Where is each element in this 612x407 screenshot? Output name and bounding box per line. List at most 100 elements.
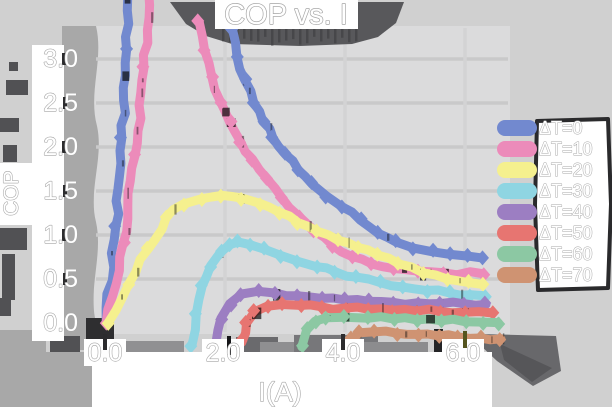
series-marker-diamond [410,313,424,329]
series-marker-diamond [215,311,229,327]
series-marker-diamond [338,291,352,307]
series-ΔT=10 [99,0,491,331]
series-marker-diamond [443,246,457,262]
legend-swatch-ΔT=60 [497,246,537,262]
title-box [215,0,358,29]
series-marker-diamond [411,327,425,343]
series-marker-diamond [290,254,304,270]
legend-swatch-ΔT=30 [497,183,537,199]
sketch-speckle [491,336,493,344]
series-marker-diamond [389,233,403,249]
chart-text: COP vs. I 3.0 2.5 2.0 1.5 1.0 0.5 0.0 0.… [0,0,481,407]
series-marker-diamond [206,69,220,85]
tick-marks [62,53,467,355]
legend-swatch-ΔT=10 [497,141,537,157]
series-marker-diamond [268,285,282,301]
left-spine-mark [2,254,15,300]
left-spine-mark [0,298,11,316]
top-spine-striation [299,28,302,45]
series-marker-diamond [257,240,271,256]
series-marker-diamond [234,287,248,303]
series-marker-diamond [478,295,492,311]
series-marker-diamond [117,235,131,251]
sketch-speckle [141,88,144,98]
y-tick [62,229,66,241]
sketch-speckle [136,126,139,135]
top-spine-striation [257,28,260,42]
top-spine-striation [348,28,351,43]
series-marker-diamond [345,249,359,265]
left-spine-mark [0,118,19,132]
ytick-label-column [32,45,64,341]
series-marker-diamond [120,41,134,57]
top-spine-striation [222,28,225,42]
series-marker-diamond [296,338,310,354]
series-marker-diamond [261,298,275,314]
sketch-speckle [411,264,413,270]
top-spine-striation [292,28,295,40]
left-spine-mark [3,145,17,162]
series-marker-diamond [159,209,173,225]
top-spine-striation [243,28,246,39]
sketch-blotch [124,0,131,4]
series-marker-diamond [367,323,381,339]
series-marker-diamond [396,279,410,295]
series-line [101,0,155,328]
series-marker-diamond [416,265,430,281]
series-marker-diamond [420,284,434,300]
series-marker-diamond [108,218,122,234]
series-marker-diamond [477,267,491,283]
series-marker-diamond [246,95,260,111]
series-marker-diamond [337,308,351,324]
y-tick-label: 3.0 [43,45,78,73]
sketch-speckle [137,267,140,277]
series-marker-diamond [349,269,363,285]
series-marker-diamond [233,134,247,150]
top-spine-striation [278,28,281,43]
sketch-blotch [426,314,435,324]
bottom-spine-mark [360,342,428,352]
x-tick-label: 6.0 [446,339,481,367]
series-marker-diamond [373,273,387,289]
series-marker-diamond [113,130,127,146]
series-marker-diamond [331,232,345,248]
series-marker-diamond [426,242,440,258]
series-marker-diamond [290,215,304,231]
sketch-speckle [405,331,408,338]
sketch-speckle [270,123,273,135]
bottom-spine-mark [260,342,308,352]
sketch-speckle [141,78,144,83]
top-spine-striation [306,28,309,44]
series-marker-diamond [257,114,271,130]
series-marker-diamond [194,278,208,294]
y-tick [62,141,66,153]
sketch-speckle [124,109,127,117]
sketch-speckle [348,237,350,248]
sketch-speckle [128,228,131,235]
series-marker-diamond [275,296,289,312]
series-marker-diamond [310,259,324,275]
sketch-blotch [222,107,230,117]
figure-margin-bottom-left [0,352,92,407]
sketch-speckle [127,187,129,199]
series-marker-diamond [230,49,244,65]
series-marker-diamond [364,256,378,272]
left-spine-mark [6,80,28,95]
series-marker-diamond [461,247,475,263]
series-marker-diamond [387,311,401,327]
y-tick-label: 0.0 [43,309,78,337]
x-tick [463,331,467,348]
y-tick [63,273,67,285]
series-marker-diamond [230,233,244,249]
series-marker-diamond [319,310,333,326]
sketch-speckle [151,12,154,23]
series-marker-diamond [128,147,142,163]
sketch-speckle [213,85,215,93]
series-marker-diamond [406,241,420,257]
series-marker-diamond [476,315,490,331]
legend-label: ΔT=0 [539,118,583,138]
series-ΔT=20 [101,188,490,331]
series-marker-diamond [224,297,238,313]
sketch-speckle [111,251,113,256]
